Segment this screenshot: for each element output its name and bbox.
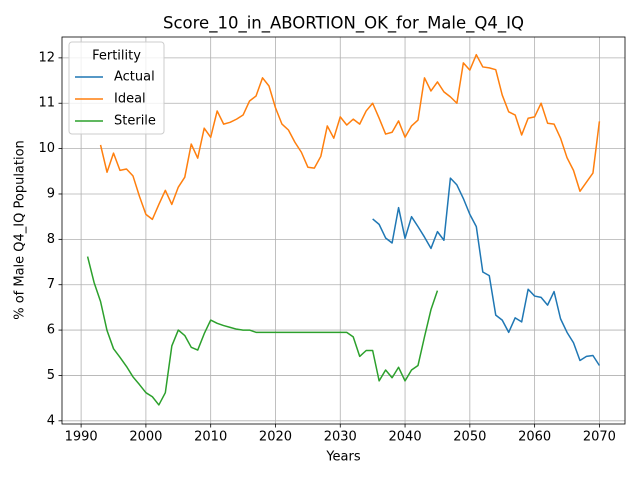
x-tick-label: 2000 <box>129 430 162 445</box>
x-tick-label: 2060 <box>518 430 551 445</box>
x-axis-label: Years <box>325 450 361 465</box>
y-tick-label: 11 <box>38 96 55 111</box>
legend-box <box>68 41 165 135</box>
x-tick-label: 2020 <box>259 430 292 445</box>
legend-label: Ideal <box>114 92 146 107</box>
legend-label: Sterile <box>114 114 156 129</box>
line-series <box>372 177 601 366</box>
y-tick-label: 7 <box>47 277 55 292</box>
y-axis-label: % of Male Q4_IQ Population <box>13 140 28 320</box>
x-tick-label: 1990 <box>65 430 98 445</box>
y-tick-label: 10 <box>38 141 55 156</box>
y-tick-label: 12 <box>38 50 55 65</box>
plot-frame <box>61 36 626 425</box>
legend-label: Actual <box>114 70 155 85</box>
chart-title: Score_10_in_ABORTION_OK_for_Male_Q4_IQ <box>163 14 524 34</box>
x-tick-label: 2070 <box>583 430 616 445</box>
x-tick-label: 2010 <box>194 430 227 445</box>
y-tick-label: 8 <box>47 232 55 247</box>
x-tick-label: 2050 <box>453 430 486 445</box>
y-tick-label: 6 <box>47 323 55 338</box>
line-series <box>99 53 601 221</box>
x-tick-label: 2030 <box>324 430 357 445</box>
y-tick-label: 5 <box>47 368 55 383</box>
legend-title: Fertility <box>92 49 141 64</box>
y-tick-label: 4 <box>47 413 55 428</box>
line-series <box>86 256 439 406</box>
x-tick-label: 2040 <box>389 430 422 445</box>
y-tick-label: 9 <box>47 186 55 201</box>
legend: Fertility Actual Ideal Sterile <box>68 41 165 135</box>
